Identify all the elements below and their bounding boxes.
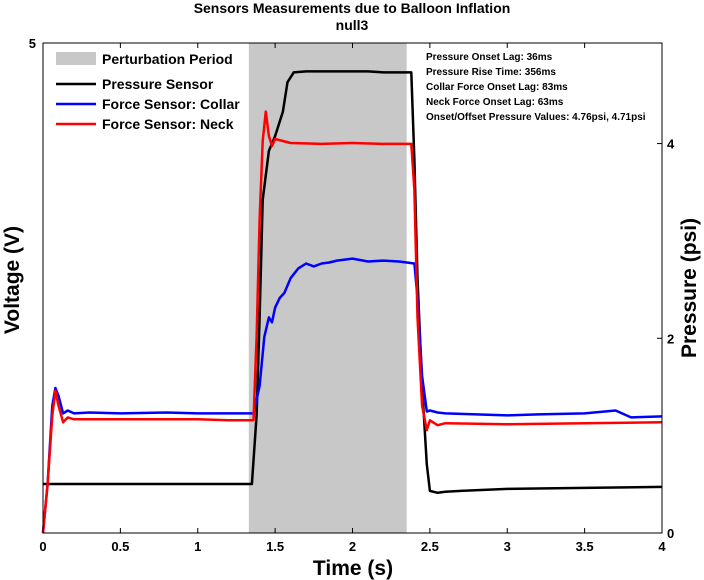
y2-axis-ticks: 0 2 4	[657, 137, 675, 541]
perturbation-region	[248, 43, 407, 533]
y2-axis-label: Pressure (psi)	[678, 218, 701, 358]
chart-title: Sensors Measurements due to Balloon Infl…	[194, 0, 511, 16]
legend-label-perturbation: Perturbation Period	[102, 51, 233, 67]
legend-swatch-perturbation	[56, 52, 96, 65]
annotation-pressure-rise-time: Pressure Rise Time: 356ms	[426, 67, 556, 78]
y2-tick-label: 2	[667, 331, 674, 346]
x-tick-label: 0.5	[111, 539, 129, 554]
y-axis-label: Voltage (V)	[1, 226, 24, 334]
x-tick-label: 0	[39, 539, 46, 554]
x-tick-label: 3.5	[576, 539, 594, 554]
annotation-collar-onset-lag: Collar Force Onset Lag: 83ms	[426, 82, 568, 93]
series-line-force-sensor-neck	[41, 110, 663, 534]
x-tick-label: 4	[658, 539, 666, 554]
x-tick-label: 3	[504, 539, 511, 554]
annotation-onset-offset-values: Onset/Offset Pressure Values: 4.76psi, 4…	[426, 112, 646, 123]
x-tick-label: 2	[349, 539, 356, 554]
y2-tick-label: 0	[667, 526, 674, 541]
chart-subtitle: null3	[336, 17, 369, 33]
annotation-neck-onset-lag: Neck Force Onset Lag: 63ms	[426, 97, 564, 108]
annotation-block: Pressure Onset Lag: 36ms Pressure Rise T…	[426, 52, 646, 123]
x-tick-label: 1.5	[266, 539, 284, 554]
annotation-pressure-onset-lag: Pressure Onset Lag: 36ms	[426, 52, 553, 63]
x-tick-label: 2.5	[421, 539, 439, 554]
legend: Perturbation Period Pressure Sensor Forc…	[56, 51, 240, 132]
x-tick-label: 1	[194, 539, 201, 554]
legend-label-collar: Force Sensor: Collar	[102, 96, 240, 112]
y2-tick-label: 4	[667, 137, 675, 152]
series-line-force-sensor-collar	[41, 257, 663, 534]
x-axis-ticks: 0 0.5 1 1.5 2 2.5 3 3.5 4	[39, 43, 666, 554]
legend-label-pressure: Pressure Sensor	[102, 76, 214, 92]
y-axis-ticks: 5	[29, 36, 36, 51]
series-layer	[41, 70, 663, 534]
legend-label-neck: Force Sensor: Neck	[102, 116, 234, 132]
y-tick-label: 5	[29, 36, 36, 51]
x-axis-label: Time (s)	[313, 557, 393, 580]
